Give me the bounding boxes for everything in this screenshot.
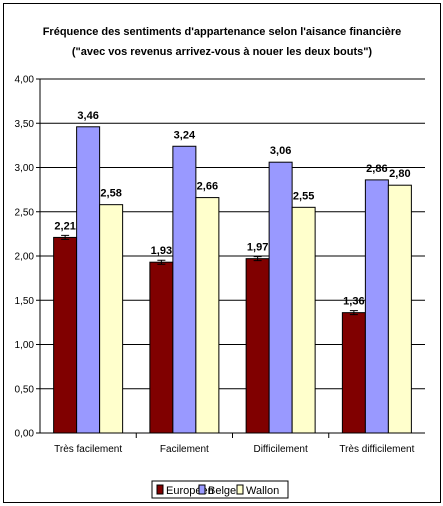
y-tick-label: 1,50 bbox=[15, 296, 35, 307]
bars bbox=[53, 126, 412, 434]
bar bbox=[387, 184, 412, 434]
error-bar bbox=[253, 256, 262, 262]
y-tick-label: 0,50 bbox=[15, 384, 35, 395]
bar bbox=[195, 197, 220, 434]
data-label: 3,24 bbox=[174, 129, 196, 141]
data-label: 2,55 bbox=[293, 190, 314, 202]
bar bbox=[245, 258, 270, 434]
y-tick-label: 3,50 bbox=[15, 119, 35, 130]
bar bbox=[341, 312, 366, 434]
chart-title: Fréquence des sentiments d'appartenance … bbox=[43, 26, 402, 38]
data-label: 1,36 bbox=[343, 296, 364, 308]
y-tick-label: 0,00 bbox=[15, 429, 35, 440]
data-label: 3,46 bbox=[77, 110, 98, 122]
bar bbox=[53, 236, 78, 434]
legend-swatch bbox=[198, 484, 206, 495]
chart-subtitle: ("avec vos revenus arrivez-vous à nouer … bbox=[72, 46, 373, 58]
data-label: 2,80 bbox=[389, 168, 410, 180]
data-label: 1,93 bbox=[151, 245, 172, 257]
axes: 0,00 0,50 1,00 1,50 2,00 2,50 3,00 3,50 4,00 Très… bbox=[15, 75, 425, 455]
y-tick-label: 2,50 bbox=[15, 207, 35, 218]
y-tick-label: 3,00 bbox=[15, 163, 35, 174]
bar bbox=[99, 204, 124, 434]
x-tick-label: Difficilement bbox=[253, 444, 307, 455]
y-tick-label: 4,00 bbox=[15, 75, 35, 86]
error-bar bbox=[157, 259, 166, 265]
legend-label: Européen bbox=[166, 485, 214, 497]
error-bar bbox=[349, 310, 358, 316]
x-tick-label: Très facilement bbox=[54, 444, 122, 455]
legend-label: Belge bbox=[208, 485, 236, 497]
x-tick-label: Très difficilement bbox=[339, 444, 414, 455]
data-label: 1,97 bbox=[247, 242, 268, 254]
y-tick-label: 2,00 bbox=[15, 252, 35, 263]
legend-swatch bbox=[236, 484, 244, 495]
legend-label: Wallon bbox=[246, 485, 279, 497]
data-label: 3,06 bbox=[270, 145, 291, 157]
data-labels: 2,21 3,46 2,58 1,93 3,24 2,66 1,97 3,06 2,55 1,36… bbox=[54, 110, 410, 308]
legend-swatch bbox=[156, 484, 164, 495]
error-bar bbox=[61, 234, 70, 240]
bar bbox=[291, 206, 316, 434]
y-tick-label: 1,00 bbox=[15, 340, 35, 351]
bar bbox=[364, 179, 389, 434]
data-label: 2,21 bbox=[54, 220, 75, 232]
bar bbox=[149, 261, 174, 434]
bar bbox=[172, 145, 197, 434]
bar bbox=[268, 161, 293, 434]
data-label: 2,58 bbox=[100, 188, 121, 200]
legend-box bbox=[151, 480, 289, 499]
data-label: 2,86 bbox=[366, 163, 387, 175]
bar bbox=[76, 126, 101, 434]
data-label: 2,66 bbox=[197, 181, 218, 193]
x-tick-label: Facilement bbox=[160, 444, 209, 455]
